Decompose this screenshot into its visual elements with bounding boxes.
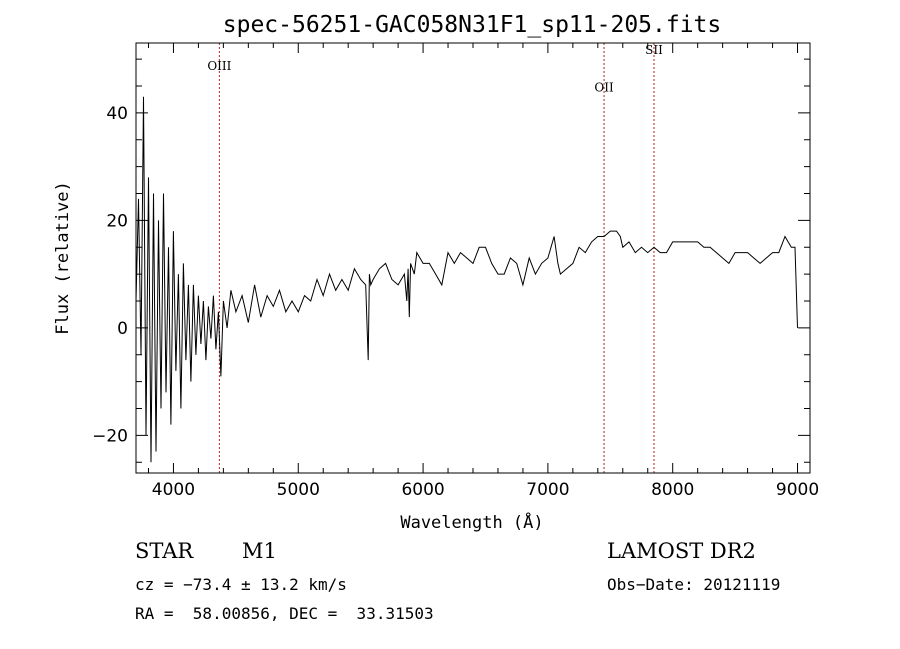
x-axis-label: Wavelength (Å) <box>400 511 543 533</box>
y-tick-label: 40 <box>106 104 128 124</box>
y-tick-label: −20 <box>92 426 128 446</box>
x-tick-label: 4000 <box>152 480 195 500</box>
x-tick-label: 6000 <box>401 480 444 500</box>
x-tick-label: 5000 <box>277 480 320 500</box>
spectral-line-label: OIII <box>207 59 231 73</box>
plot-frame <box>135 42 811 474</box>
y-tick-label: 20 <box>106 211 128 231</box>
y-axis-label: Flux (relative) <box>53 181 73 335</box>
coordinates: RA = 58.00856, DEC = 33.31503 <box>135 604 434 623</box>
spectral-line-label: OII <box>594 80 614 94</box>
x-tick-label: 9000 <box>776 480 819 500</box>
y-tick-label: 0 <box>117 319 128 339</box>
redshift-velocity: cz = −73.4 ± 13.2 km/s <box>135 575 347 594</box>
annotation-layer: OIII OII SII <box>207 43 663 473</box>
axes-layer: 4000 5000 6000 7000 8000 9000 −20 0 20 40 <box>92 43 819 500</box>
chart-title: spec-56251-GAC058N31F1_sp11-205.fits <box>223 12 722 38</box>
survey-name: LAMOST DR2 <box>607 539 756 563</box>
object-subclass: M1 <box>242 539 277 563</box>
x-tick-label: 7000 <box>526 480 569 500</box>
object-class: STAR <box>135 539 194 563</box>
observation-date: Obs−Date: 20121119 <box>607 575 781 594</box>
series-layer <box>135 96 798 463</box>
spectral-line-label: SII <box>645 43 663 57</box>
x-tick-label: 8000 <box>651 480 694 500</box>
flux-series-line <box>135 96 798 463</box>
